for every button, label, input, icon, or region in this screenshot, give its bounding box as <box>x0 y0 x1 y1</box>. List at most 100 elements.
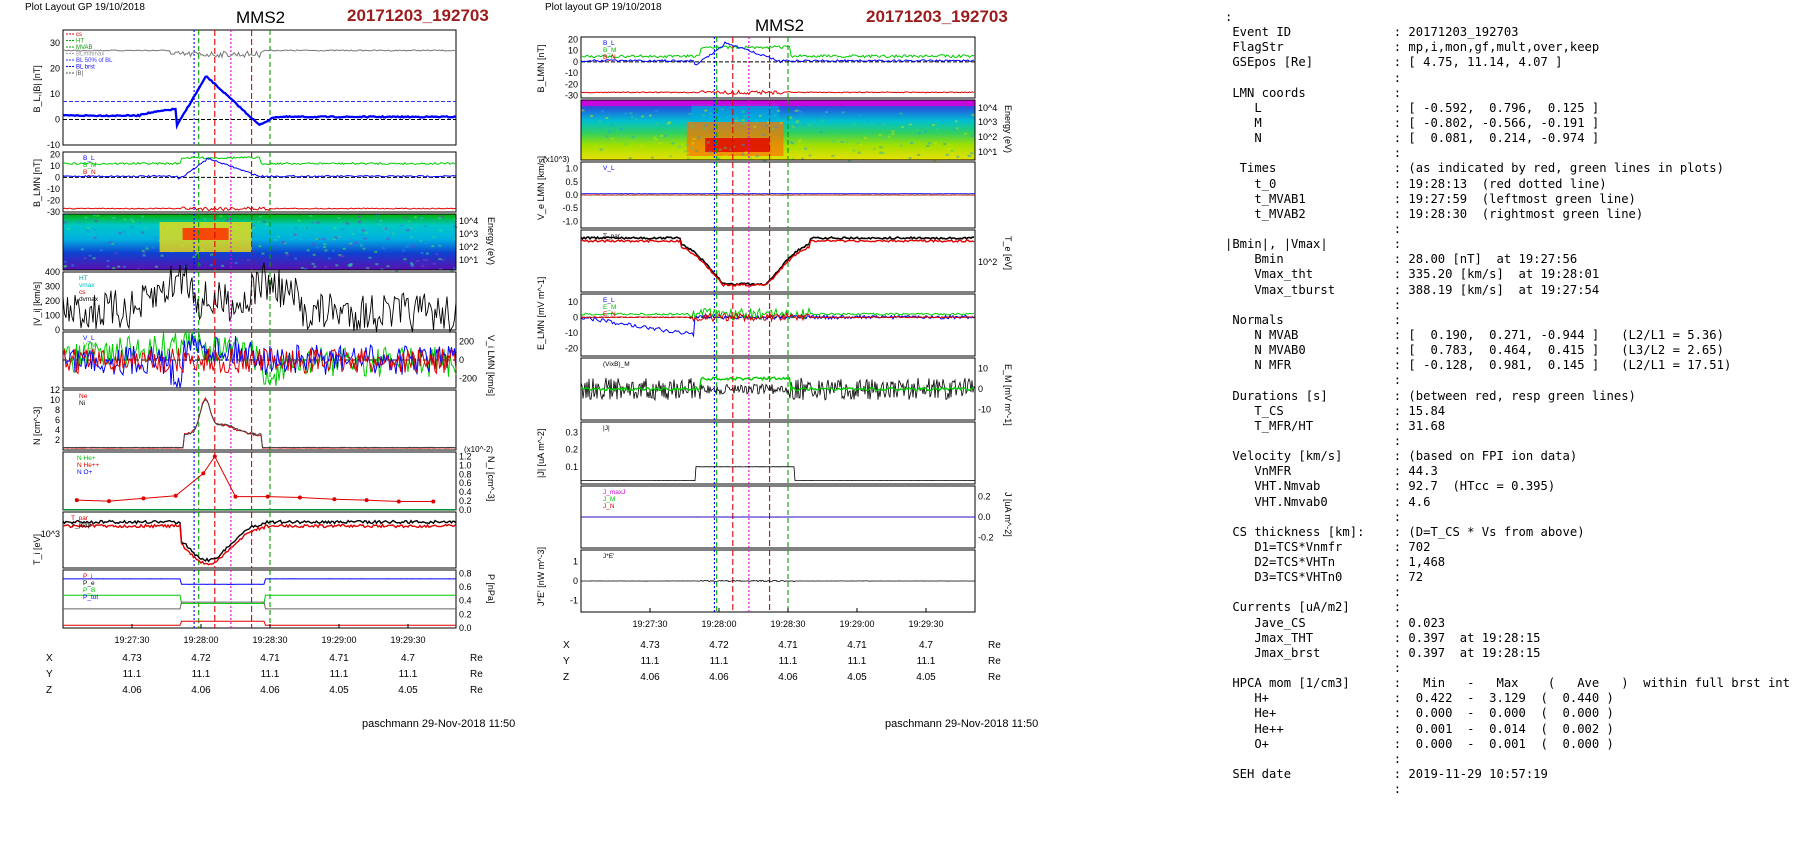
spectrogram-pixel <box>374 250 378 253</box>
coord-value: 4.06 <box>260 685 280 696</box>
spectrogram-pixel <box>945 153 949 156</box>
coord-value: 4.06 <box>122 685 142 696</box>
spectrogram-pixel <box>634 114 638 117</box>
spectrogram-pixel <box>808 154 812 157</box>
T-par-line <box>62 519 457 563</box>
spectrogram-pixel <box>382 227 386 230</box>
spectrogram-pixel <box>313 265 317 268</box>
legend-label: N O+ <box>77 469 93 476</box>
legend-label: E_N <box>603 311 616 318</box>
spectrogram-pixel <box>77 221 81 224</box>
spectrogram-pixel <box>628 157 632 160</box>
spectrogram-pixel <box>671 142 675 145</box>
spectrogram-pixel <box>71 264 75 267</box>
VL-line <box>580 192 976 195</box>
y-tick-label: 0.2 <box>565 445 578 455</box>
EL-line <box>580 314 975 338</box>
y-tick-label: 200 <box>459 336 474 346</box>
spectrogram-pixel <box>605 135 609 138</box>
spectrogram-pixel <box>920 149 924 152</box>
info-line: D2=TCS*VHTn : 1,468 <box>1225 555 1446 570</box>
info-line: T_MFR/HT : 31.68 <box>1225 418 1446 433</box>
spectrogram-pixel <box>112 267 116 270</box>
info-line: Vmax_tburst : 388.19 [km/s] at 19:27:54 <box>1225 282 1600 297</box>
spectrogram-pixel <box>420 252 424 255</box>
legend-label: cs <box>79 289 86 296</box>
spectrogram-pixel <box>89 218 93 221</box>
panel-frame <box>62 151 457 213</box>
x-tick-label: 19:28:30 <box>770 619 805 629</box>
spectrogram-pixel <box>795 124 799 127</box>
spectrogram-pixel <box>954 126 958 129</box>
info-line: VHT.Nmvab : 92.7 (HTcc = 0.395) <box>1225 479 1556 494</box>
y-tick-label: 0.3 <box>565 427 578 437</box>
spectrogram-pixel <box>669 155 673 158</box>
y-tick-label: 0 <box>55 325 60 335</box>
spectrogram-pixel <box>342 247 346 250</box>
spectrogram-pixel <box>777 109 781 112</box>
spectrogram-pixel <box>658 142 662 145</box>
spectrogram-pixel <box>400 224 404 227</box>
panel-frame <box>580 357 976 421</box>
y-tick-label: -20 <box>47 195 60 205</box>
info-line: He+ : 0.000 - 0.000 ( 0.000 ) <box>1225 706 1614 721</box>
spectrogram-pixel <box>641 115 645 118</box>
spectrogram-pixel <box>323 246 327 249</box>
y-tick-label: 20 <box>568 34 578 44</box>
legend-label: B_M <box>603 47 616 54</box>
spectrogram-pixel <box>368 256 372 259</box>
spectrogram-pixel <box>879 151 883 154</box>
spectrogram-pixel <box>258 245 262 248</box>
multiplier-label: (x10^3) <box>543 155 570 164</box>
coord-value: 4.06 <box>709 672 729 683</box>
spectrogram-pixel <box>293 233 297 236</box>
spectrogram-pixel <box>63 221 67 224</box>
info-line: |Bmin|, |Vmax| : <box>1225 237 1402 252</box>
spectrogram-pixel <box>878 134 882 137</box>
spectrogram-pixel <box>849 154 853 157</box>
y-axis-title: E_M [mV m^-1] <box>1003 364 1013 426</box>
spectrogram-pixel <box>608 130 612 133</box>
spectrogram-pixel <box>305 226 309 229</box>
y-tick-label: 0 <box>573 57 578 67</box>
coord-axis-label: Y <box>563 656 570 667</box>
info-line: M : [ -0.802, -0.566, -0.191 ] <box>1225 115 1600 130</box>
y-tick-label: 0.2 <box>978 491 991 501</box>
y-tick-label: -1 <box>570 595 578 605</box>
spectrogram-pixel <box>655 122 659 125</box>
spectrogram-pixel <box>386 265 390 268</box>
event-info-listing: : Event ID : 20171203_192703 FlagStr : m… <box>1225 10 1800 800</box>
He++-point <box>107 499 111 504</box>
spectrogram-pixel <box>294 226 298 229</box>
VN-line <box>62 347 457 375</box>
coord-value: 4.7 <box>401 653 415 664</box>
spectrogram-pixel <box>358 221 362 224</box>
spectrogram-pixel <box>424 242 428 245</box>
coord-value: 11.1 <box>917 656 936 667</box>
info-line: L : [ -0.592, 0.796, 0.125 ] <box>1225 100 1600 115</box>
spectrogram-pixel <box>300 266 304 269</box>
spectrogram-pixel <box>686 157 690 160</box>
spectrogram-pixel <box>144 227 148 230</box>
coord-unit: Re <box>988 656 1001 667</box>
spectrogram-pixel <box>692 138 696 141</box>
He++-point <box>141 496 146 501</box>
spectrogram-pixel <box>720 108 724 111</box>
y-tick-label: 8 <box>55 405 60 415</box>
y-tick-label: 0 <box>573 312 578 322</box>
spectrogram-pixel <box>694 149 698 152</box>
spectrogram-pixel <box>111 242 115 245</box>
spectrogram-pixel <box>337 217 341 220</box>
spectrogram-pixel <box>791 157 795 160</box>
spectrogram-pixel <box>140 215 144 218</box>
coord-unit: Re <box>470 685 483 696</box>
info-line: Jave_CS : 0.023 <box>1225 615 1446 630</box>
left-event-title: 20171203_192703 <box>347 6 489 25</box>
spectrogram-pixel <box>804 147 808 150</box>
spectrogram-pixel <box>145 247 149 250</box>
y-tick-label: -10 <box>565 328 578 338</box>
spectrogram-pixel <box>766 121 770 124</box>
BL-line <box>62 157 457 180</box>
spectrogram-pixel <box>632 135 636 138</box>
spectrogram-pixel <box>808 124 812 127</box>
